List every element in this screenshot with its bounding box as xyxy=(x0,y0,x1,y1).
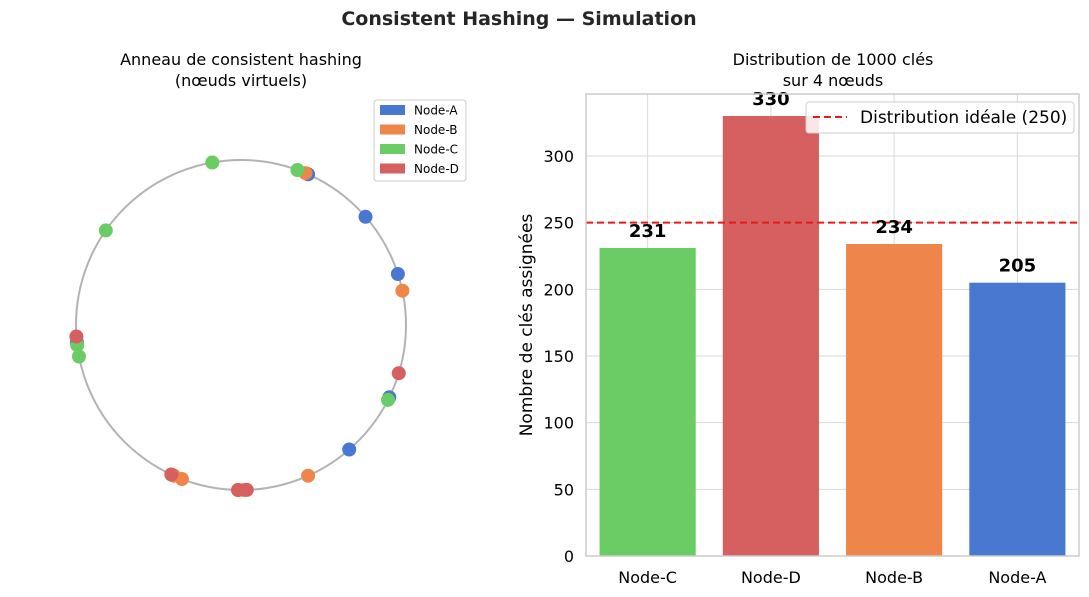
virtual-node-point-node-d-3 xyxy=(164,467,179,482)
bar-node-b xyxy=(846,244,943,556)
bar-chart-title-line-1: Distribution de 1000 clés xyxy=(733,50,934,69)
virtual-node-point-node-c-3 xyxy=(290,163,305,177)
ring-legend-swatch-node-a xyxy=(380,105,405,115)
bar-chart-title-line-2: sur 4 nœuds xyxy=(783,71,884,90)
hash-ring xyxy=(75,159,407,491)
bar-chart-y-axis-label: Nombre de clés assignées xyxy=(517,214,537,437)
ring-legend-swatch-node-d xyxy=(380,163,405,174)
bar-y-tick-label-0: 0 xyxy=(564,547,574,566)
bar-legend-frame xyxy=(805,101,1075,134)
ring-chart: Anneau de consistent hashing (nœuds virt… xyxy=(69,50,467,497)
ring-legend: Node-A Node-B Node-C Node-D xyxy=(373,99,467,182)
bar-y-tick-label-300: 300 xyxy=(543,147,574,166)
virtual-node-point-node-d-2 xyxy=(391,366,406,381)
bar-value-label-node-c: 231 xyxy=(629,221,667,242)
ring-legend-label-node-a: Node-A xyxy=(414,104,458,118)
bar-chart-legend: Distribution idéale (250) xyxy=(805,101,1075,134)
bar-chart-frame xyxy=(585,93,1080,557)
bar-node-a xyxy=(969,282,1066,556)
ring-legend-swatch-node-b xyxy=(380,124,405,135)
bar-x-tick-label-node-c: Node-C xyxy=(618,568,677,587)
bar-legend-ideal-label: Distribution idéale (250) xyxy=(860,108,1067,128)
bar-value-label-node-a: 205 xyxy=(999,256,1037,277)
virtual-node-point-node-b-2 xyxy=(395,283,410,298)
virtual-node-point-node-a-2 xyxy=(358,209,373,224)
ring-chart-title-line-1: Anneau de consistent hashing xyxy=(120,50,362,69)
bar-value-label-node-b: 234 xyxy=(875,217,913,238)
bar-y-tick-label-150: 150 xyxy=(543,347,574,366)
virtual-node-point-node-c-6 xyxy=(72,349,86,364)
bar-value-label-node-d: 330 xyxy=(752,89,790,110)
bar-node-c xyxy=(599,248,696,556)
virtual-node-point-node-d-1 xyxy=(69,329,84,344)
bar-x-tick-label-node-d: Node-D xyxy=(741,568,801,587)
virtual-node-point-node-c-2 xyxy=(98,223,113,238)
virtual-node-point-node-d-6 xyxy=(231,483,246,497)
bar-x-tick-label-node-a: Node-A xyxy=(988,568,1046,587)
virtual-node-point-node-a-5 xyxy=(390,267,405,281)
ring-legend-swatch-node-c xyxy=(380,144,405,154)
bar-y-tick-label-250: 250 xyxy=(543,214,574,233)
bar-y-tick-label-200: 200 xyxy=(543,280,574,299)
virtual-node-point-node-c-1 xyxy=(205,155,220,170)
bar-chart: Distribution de 1000 clés sur 4 nœuds 23… xyxy=(517,50,1080,587)
figure-title: Consistent Hashing — Simulation xyxy=(341,8,696,30)
ring-chart-title-line-2: (nœuds virtuels) xyxy=(175,71,307,90)
virtual-node-point-node-a-4 xyxy=(342,442,357,457)
ring-legend-label-node-c: Node-C xyxy=(414,143,458,157)
virtual-node-point-node-b-5 xyxy=(301,468,316,483)
bar-y-tick-label-50: 50 xyxy=(554,480,574,499)
bar-x-tick-label-node-b: Node-B xyxy=(865,568,923,587)
ring-legend-label-node-d: Node-D xyxy=(414,162,459,176)
virtual-node-point-node-c-4 xyxy=(381,392,395,407)
bar-y-tick-label-100: 100 xyxy=(543,414,574,433)
bar-node-d xyxy=(722,116,819,556)
ring-legend-frame xyxy=(373,99,467,182)
ring-legend-label-node-b: Node-B xyxy=(414,123,457,137)
